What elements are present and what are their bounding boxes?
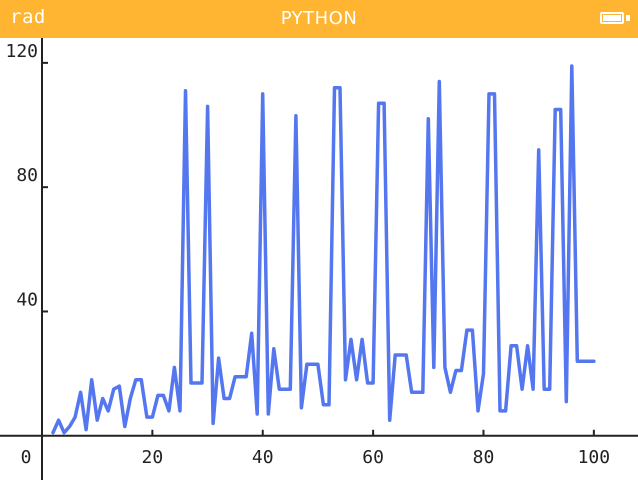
x-tick-label: 0 bbox=[21, 447, 32, 468]
y-tick-label: 80 bbox=[16, 165, 38, 186]
x-tick-label: 40 bbox=[252, 447, 274, 468]
battery-full-icon bbox=[600, 12, 624, 24]
series-line bbox=[51, 64, 596, 435]
x-tick-label: 80 bbox=[473, 447, 495, 468]
y-axis-ticks: 40 80 120 bbox=[5, 41, 48, 313]
y-tick-label: 40 bbox=[16, 289, 38, 310]
x-axis-ticks: 0 20 40 60 80 100 bbox=[21, 429, 611, 468]
angle-mode-indicator: rad bbox=[10, 6, 46, 28]
x-tick-label: 20 bbox=[142, 447, 164, 468]
x-tick-label: 100 bbox=[578, 447, 611, 468]
battery-level-fill bbox=[603, 15, 621, 21]
app-title: PYTHON bbox=[280, 8, 358, 29]
battery-tip bbox=[626, 15, 630, 21]
plot-area: 0 20 40 60 80 100 40 80 120 bbox=[0, 38, 638, 480]
series-layer bbox=[51, 64, 596, 435]
x-tick-label: 60 bbox=[362, 447, 384, 468]
y-tick-label: 120 bbox=[5, 41, 38, 62]
status-bar: rad PYTHON bbox=[0, 0, 638, 38]
